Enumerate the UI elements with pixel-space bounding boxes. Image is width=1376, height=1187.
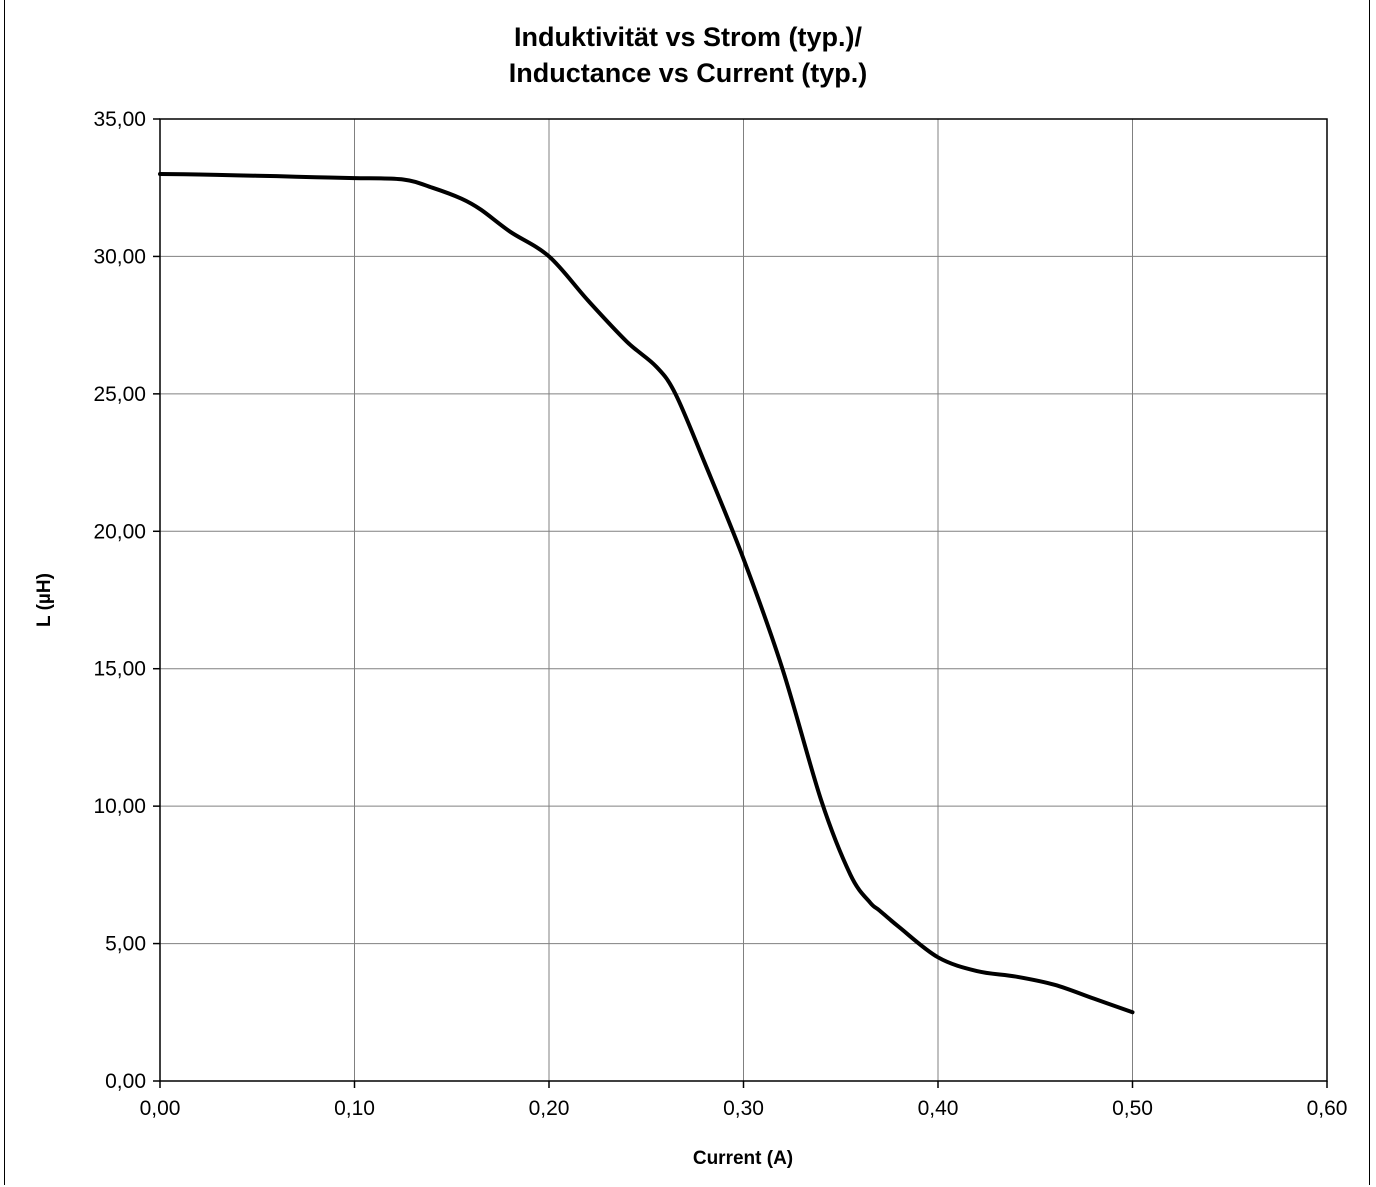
x-tick-label: 0,50 [1112,1097,1153,1120]
y-tick-label: 25,00 [93,383,146,406]
chart-title-line-1: Induktivität vs Strom (typ.)/ [514,22,863,52]
y-tick-label: 30,00 [93,245,146,268]
y-tick-label: 35,00 [93,108,146,131]
x-tick-label: 0,00 [140,1097,181,1120]
series-line [158,171,1135,1015]
y-tick-label: 20,00 [93,520,146,543]
y-tick-label: 15,00 [93,658,146,681]
x-tick-label: 0,20 [529,1097,570,1120]
x-tick-label: 0,30 [723,1097,764,1120]
grid-layer [160,119,1327,1081]
chart-frame [4,0,1370,1185]
x-tick-label: 0,10 [334,1097,375,1120]
x-tick-label: 0,60 [1307,1097,1348,1120]
series-layer [158,171,1135,1015]
chart-title-line-2: Inductance vs Current (typ.) [509,58,868,88]
tick-layer: 0,00 5,00 10,00 15,00 20,00 25,00 30,00 35,00 0,… [93,108,1347,1120]
y-tick-label: 0,00 [105,1070,146,1093]
y-tick-label: 5,00 [105,933,146,956]
x-tick-label: 0,40 [918,1097,959,1120]
x-axis-title: Current (A) [693,1148,793,1169]
y-axis-title: L (µH) [34,573,55,627]
y-tick-label: 10,00 [93,795,146,818]
